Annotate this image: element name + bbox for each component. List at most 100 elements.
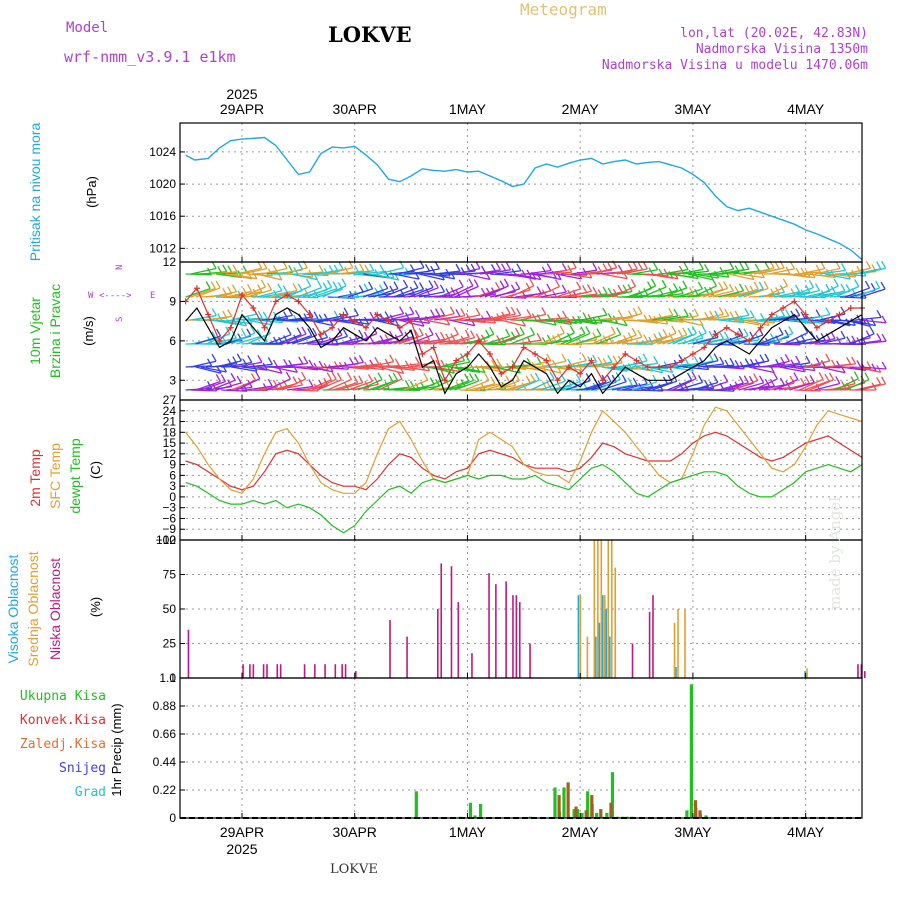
wind-barb (637, 319, 664, 322)
wind-barb (418, 273, 445, 281)
wind-barb-flag (774, 261, 780, 270)
wind-barb-flag (458, 279, 464, 288)
wind-barb (789, 286, 814, 298)
wind-barb (733, 379, 758, 391)
wind-barb-flag (526, 309, 532, 317)
wind-barb-flag (769, 378, 775, 387)
wind-barb (317, 379, 342, 391)
wind-barb-flag (425, 264, 431, 272)
wind-barb-flag (869, 326, 875, 335)
panel-frame (179, 399, 863, 541)
wind-barb (489, 313, 516, 321)
wind-barb-flag (250, 373, 257, 381)
wind-barb (550, 267, 577, 275)
wind-barb-flag (440, 308, 446, 316)
wind-barb (246, 385, 273, 391)
wind-barb-flag (704, 263, 710, 272)
wind-gust-point (689, 351, 696, 357)
precip-bar (704, 815, 708, 818)
wind-barb-flag (763, 281, 769, 289)
wind-barb (388, 313, 414, 321)
wind-barb-flag (764, 378, 770, 387)
precip-bar (595, 812, 599, 818)
wind-barb (743, 360, 770, 368)
wind-barb (799, 296, 826, 299)
wind-barb (601, 381, 627, 391)
wind-barb-flag (853, 371, 859, 380)
wind-barb (855, 383, 881, 391)
wind-barb-flag (247, 355, 253, 363)
wind-barb (413, 314, 440, 321)
wind-barb-flag (561, 353, 567, 362)
cloud-bar (262, 664, 265, 678)
wind-barb (616, 312, 643, 321)
wind-barb (692, 381, 718, 391)
wind-barb (672, 315, 699, 321)
wind-barb-flag (841, 380, 847, 389)
wind-barb-flag (409, 306, 415, 315)
y-tick-label: 18 (163, 425, 177, 439)
wind-barb (789, 337, 815, 345)
wind-barb-flag (423, 372, 429, 381)
cloud-bar (593, 540, 596, 678)
wind-barb (652, 273, 679, 280)
wind-barb (718, 319, 745, 324)
wind-barb (226, 290, 252, 298)
wind-barb-flag (546, 283, 552, 292)
wind-barb (850, 319, 876, 327)
wind-barb (347, 288, 373, 298)
wind-barb (307, 319, 333, 327)
wind-barb (677, 381, 703, 391)
model-label: Model (66, 20, 109, 36)
cloud-bar (604, 595, 606, 678)
wind-barb (388, 293, 415, 298)
wind-barb (586, 361, 613, 368)
wind-barb-flag (445, 333, 451, 342)
wind-barb (368, 361, 394, 368)
wind-barb-flag (592, 332, 598, 340)
wind-gust-point (284, 291, 291, 298)
wind-barb (286, 334, 312, 345)
y-tick-label: 50 (163, 602, 177, 616)
cloud-bar (488, 573, 490, 678)
wind-barb (576, 319, 603, 324)
wind-barb (393, 287, 419, 298)
wind-barb (748, 319, 775, 324)
wind-barb (271, 289, 298, 298)
wind-barb (231, 332, 256, 345)
wind-barb (652, 289, 678, 298)
wind-barb (581, 381, 607, 391)
wind-barb-flag (394, 358, 400, 366)
wind-barb (413, 287, 439, 298)
y-tick-label: 6 (169, 334, 176, 348)
wind-barb-flag (788, 326, 794, 334)
wind-barb-flag (808, 280, 815, 288)
wind-barb-flag (529, 327, 536, 335)
y-tick-label: 9 (169, 294, 176, 308)
cloud-bar (577, 595, 580, 678)
wind-barb-flag (301, 326, 307, 335)
wind-barb-flag (586, 284, 593, 292)
wind-barb-flag (546, 353, 552, 362)
wind-barb-flag (671, 325, 677, 334)
wind-barb-flag (514, 327, 521, 336)
wind-gust-point (317, 331, 324, 338)
wind-barb-flag (222, 264, 228, 273)
wind-barb-flag (414, 356, 420, 365)
wind-barb (352, 363, 379, 368)
wind-gust-point (487, 351, 493, 357)
wind-barb-flag (718, 282, 724, 290)
wind-barb (246, 319, 273, 326)
wind-barb (292, 366, 319, 371)
precip-bar (625, 816, 629, 818)
cloud-bar (437, 609, 439, 678)
wind-barb (535, 273, 562, 281)
wind-barb-flag (758, 281, 764, 290)
wind-barb-flag (257, 354, 263, 363)
wind-barb (672, 273, 699, 280)
wind-barb (789, 381, 815, 391)
wind-barb (368, 337, 394, 345)
cloud-bar (252, 664, 255, 678)
wind-barb-flag (668, 307, 674, 316)
wind-barb (500, 296, 527, 299)
